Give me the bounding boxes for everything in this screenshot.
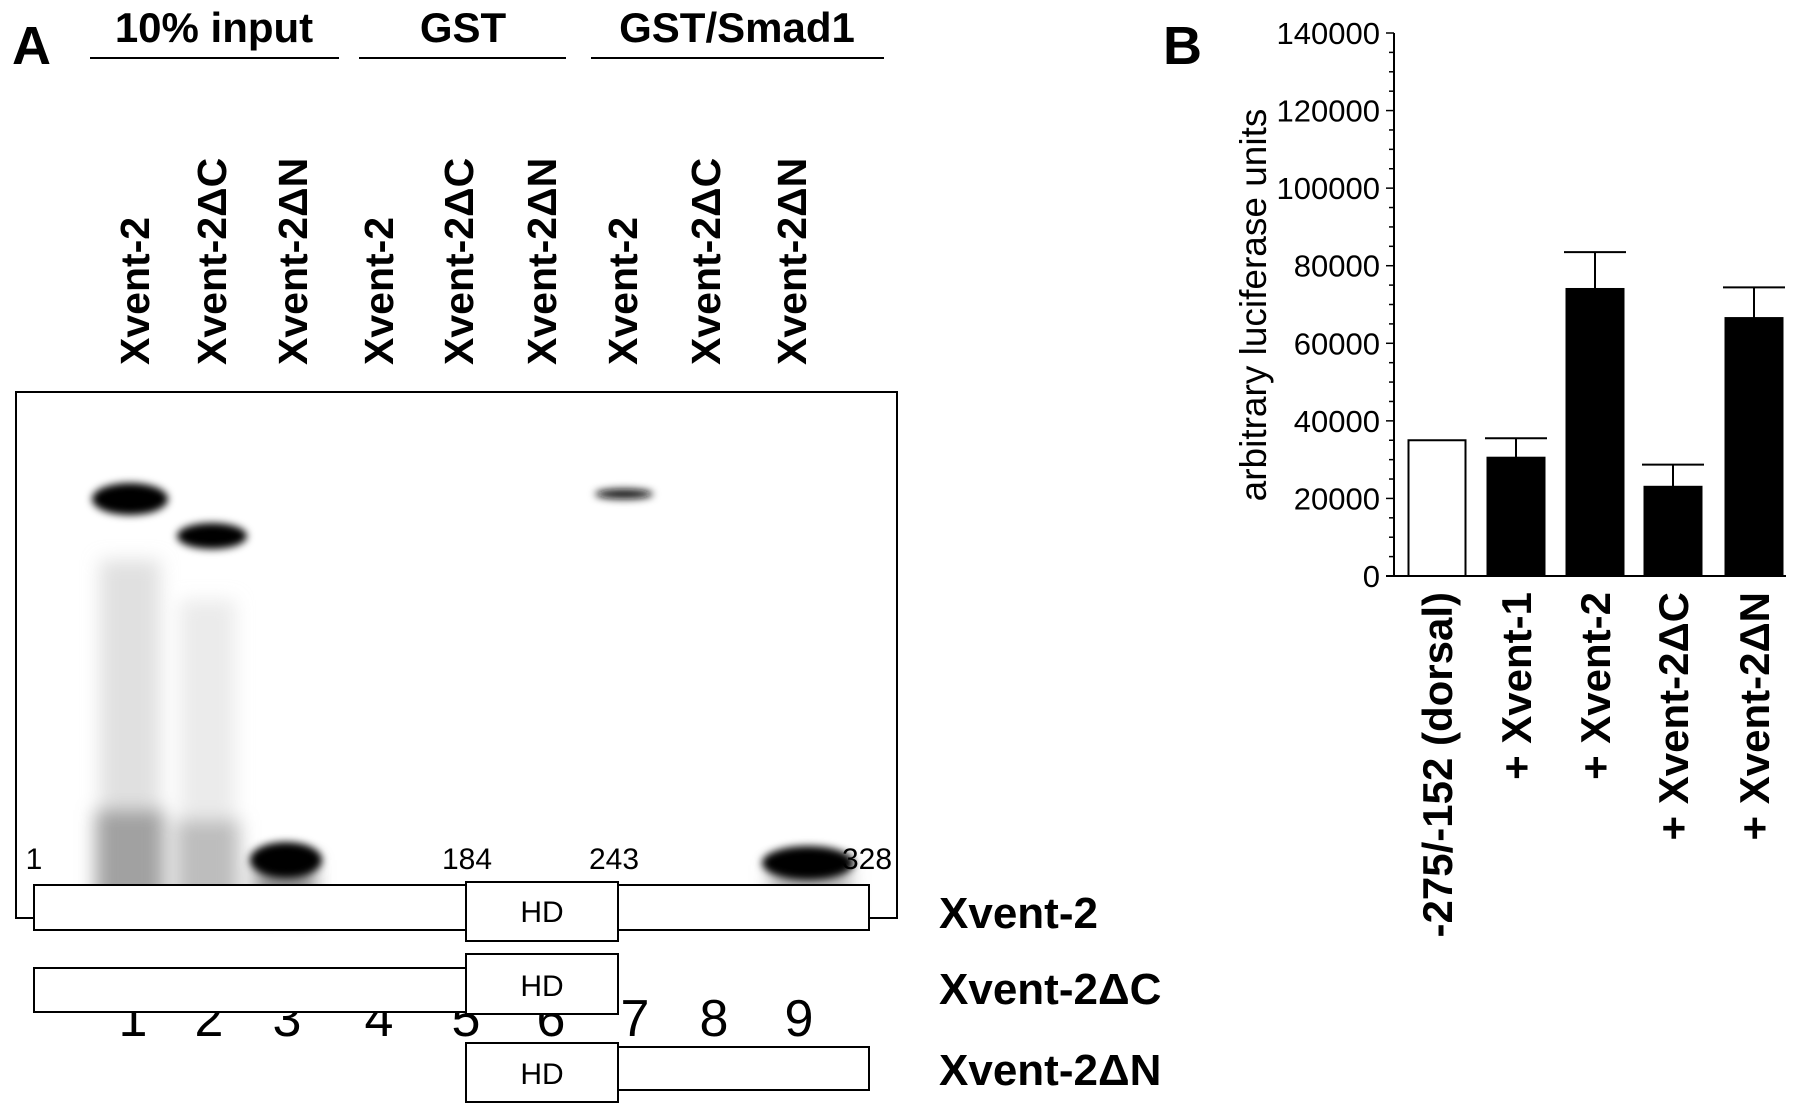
bar <box>1724 317 1784 577</box>
bar <box>1486 456 1546 578</box>
lane-label: Xvent-2ΔN <box>769 158 815 365</box>
hd-domain <box>465 881 619 942</box>
y-axis-label: arbitrary luciferase units <box>1233 109 1274 502</box>
lane-label: Xvent-2 <box>112 217 158 365</box>
x-category-label: + Xvent-2ΔC <box>1650 592 1697 840</box>
position-243: 243 <box>589 843 639 876</box>
position-184: 184 <box>442 843 492 876</box>
y-tick-label: 140000 <box>1277 16 1380 51</box>
band-lane-2 <box>177 523 247 549</box>
construct-label: Xvent-2 <box>939 889 1098 938</box>
band-lane-7 <box>595 489 653 499</box>
lane-label: Xvent-2ΔC <box>436 158 482 365</box>
y-tick-label: 60000 <box>1294 326 1380 361</box>
y-tick-label: 100000 <box>1277 171 1380 206</box>
lane-label: Xvent-2ΔC <box>683 158 729 365</box>
band-lane-1 <box>92 483 168 515</box>
y-tick-label: 120000 <box>1277 94 1380 129</box>
x-category-label: + Xvent-1 <box>1493 592 1540 780</box>
gel-bands <box>92 483 854 880</box>
hd-domain <box>465 953 619 1015</box>
position-1: 1 <box>26 843 43 876</box>
group-label-gst: GST <box>420 4 507 51</box>
domain-map: 1 184 243 328 HD Xvent-2 HD Xvent-2ΔC HD… <box>26 843 1161 1103</box>
bar <box>1565 287 1625 577</box>
y-tick-label: 20000 <box>1294 481 1380 516</box>
construct-delta-c: HD Xvent-2ΔC <box>33 953 1161 1015</box>
x-category-label: + Xvent-2ΔN <box>1731 592 1778 840</box>
lane-number: 8 <box>700 990 729 1048</box>
position-328: 328 <box>842 843 892 876</box>
lane-number: 9 <box>785 990 814 1048</box>
lane-number: 7 <box>621 990 650 1048</box>
y-tick-label: 0 <box>1363 559 1380 594</box>
x-category-label: + Xvent-2 <box>1572 592 1619 780</box>
panel-a-label: A <box>12 16 51 76</box>
lane-label: Xvent-2ΔC <box>189 158 235 365</box>
hd-label: HD <box>520 1058 563 1091</box>
panel-b-label: B <box>1163 16 1202 76</box>
lane-label: Xvent-2 <box>356 217 402 365</box>
group-label-input: 10% input <box>115 4 313 51</box>
construct-full: HD Xvent-2 <box>33 881 1098 942</box>
x-category-label: -275/-152 (dorsal) <box>1414 592 1461 937</box>
construct-delta-n: HD Xvent-2ΔN <box>465 1042 1161 1103</box>
hd-domain <box>465 1042 619 1103</box>
construct-label: Xvent-2ΔC <box>939 965 1161 1014</box>
bar <box>1643 485 1703 577</box>
y-tick-label: 80000 <box>1294 249 1380 284</box>
hd-label: HD <box>520 970 563 1003</box>
y-tick-label: 40000 <box>1294 404 1380 439</box>
band-lane-3 <box>250 842 322 878</box>
group-label-gst-smad1: GST/Smad1 <box>619 4 855 51</box>
bar <box>1407 439 1467 577</box>
construct-label: Xvent-2ΔN <box>939 1046 1161 1095</box>
lane-label: Xvent-2ΔN <box>270 158 316 365</box>
band-lane-9 <box>762 846 854 880</box>
gel-image <box>15 391 898 919</box>
hd-label: HD <box>520 896 563 929</box>
lane-label: Xvent-2ΔN <box>519 158 565 365</box>
lane-label: Xvent-2 <box>600 217 646 365</box>
